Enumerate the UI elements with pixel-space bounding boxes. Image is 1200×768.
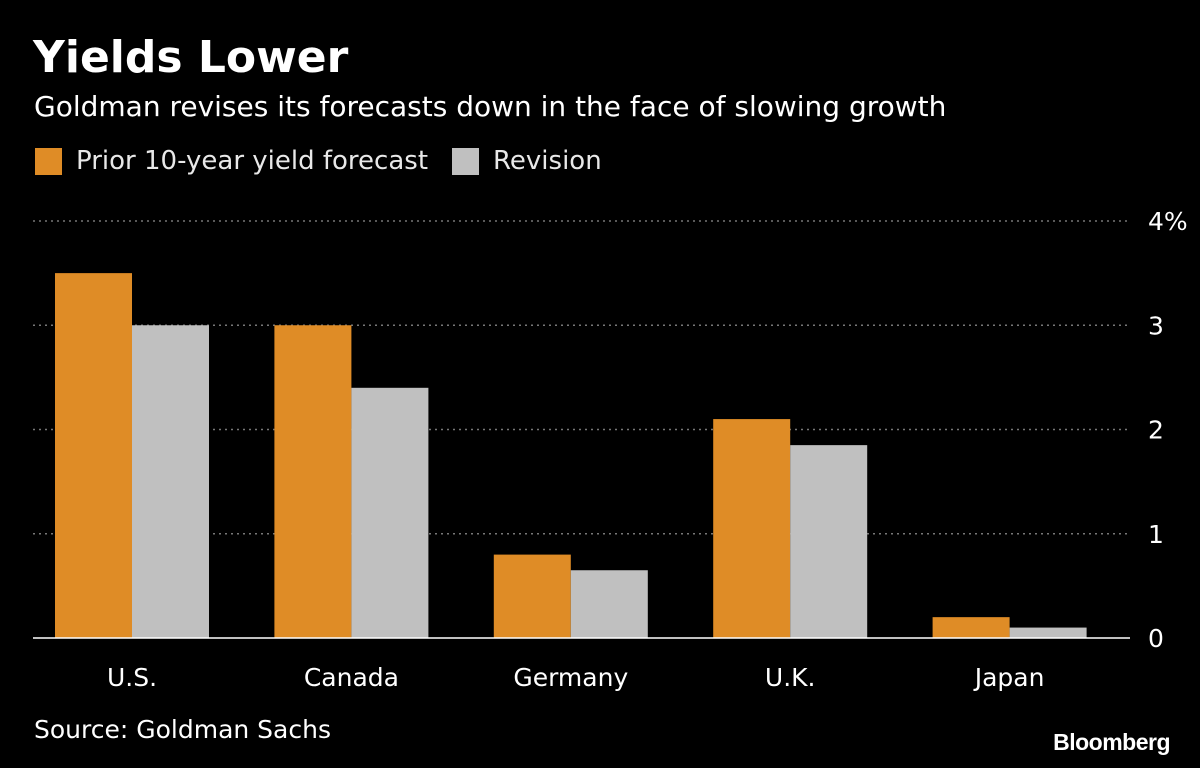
- bar-prior: [713, 419, 791, 638]
- x-tick-label: Japan: [973, 663, 1045, 692]
- legend-item-prior: Prior 10-year yield forecast: [35, 146, 428, 176]
- bars: [55, 273, 1087, 638]
- x-tick-label: U.S.: [107, 663, 157, 692]
- bar-revision: [351, 387, 429, 638]
- legend-label-prior: Prior 10-year yield forecast: [76, 146, 429, 176]
- bar-revision: [1009, 627, 1087, 638]
- x-tick-label: U.K.: [765, 663, 816, 692]
- y-tick-label: 4%: [1148, 207, 1188, 236]
- bar-prior: [55, 273, 132, 638]
- bar-revision: [790, 445, 868, 638]
- y-tick-label: 0: [1148, 624, 1164, 653]
- x-tick-label: Germany: [513, 663, 628, 692]
- legend-swatch-revision: [452, 147, 480, 175]
- bar-prior: [493, 554, 571, 638]
- bar-prior: [932, 617, 1010, 638]
- y-tick-label: 3: [1148, 311, 1164, 340]
- legend-item-revision: Revision: [452, 146, 602, 176]
- chart-title: Yields Lower: [33, 32, 349, 83]
- legend-swatch-prior: [35, 147, 62, 175]
- x-tick-label: Canada: [304, 663, 399, 692]
- bar-revision: [570, 570, 648, 638]
- legend-label-revision: Revision: [493, 146, 602, 176]
- y-tick-label: 2: [1148, 416, 1164, 445]
- bar-prior: [274, 325, 352, 638]
- y-tick-label: 1: [1148, 520, 1164, 549]
- bloomberg-logo: Bloomberg: [1053, 729, 1170, 755]
- chart-legend: Prior 10-year yield forecast Revision: [35, 144, 626, 178]
- source-note: Source: Goldman Sachs: [34, 715, 331, 744]
- chart-subtitle: Goldman revises its forecasts down in th…: [34, 90, 947, 123]
- bar-revision: [132, 325, 209, 638]
- axes: 0 1 2 3 4% U.S. Canada Germany U.K. Japan: [33, 207, 1188, 692]
